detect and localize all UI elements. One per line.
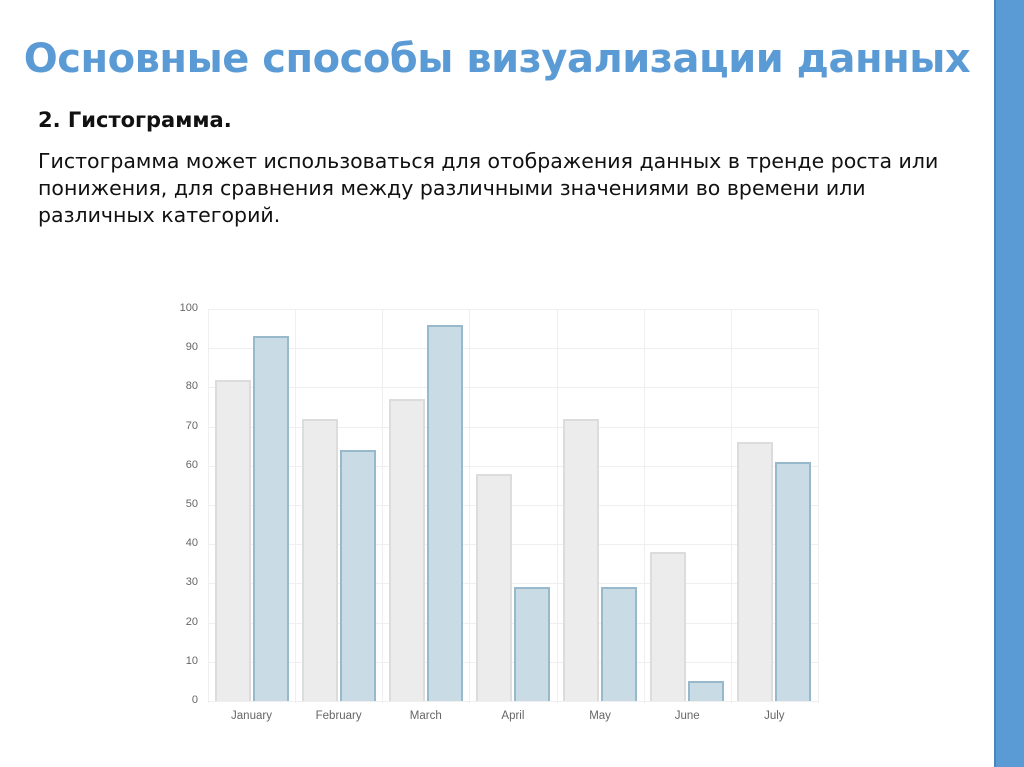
bar-march-series-1	[388, 399, 425, 701]
gridline-horizontal	[208, 426, 818, 428]
bar-march-series-2	[426, 324, 463, 701]
gridline-vertical	[208, 309, 209, 703]
gridline-horizontal	[208, 309, 818, 310]
x-axis-tick-label: July	[764, 710, 785, 722]
y-axis-tick-label: 20	[185, 615, 198, 628]
gridline-horizontal	[208, 387, 818, 389]
y-axis-tick-label: 40	[185, 537, 198, 550]
bar-january-series-1	[214, 379, 251, 701]
bar-april-series-2	[514, 587, 550, 701]
bar-july-series-1	[737, 442, 774, 701]
gridline-horizontal	[208, 661, 818, 663]
y-axis-tick-label: 0	[191, 694, 198, 706]
gridline-vertical	[295, 309, 297, 703]
gridline-horizontal	[208, 544, 818, 546]
gridline-horizontal	[208, 701, 818, 702]
bar-april-series-1	[476, 473, 512, 701]
y-axis-tick-label: 80	[185, 380, 198, 393]
x-axis-tick-label: June	[674, 710, 700, 722]
gridline-horizontal	[208, 465, 818, 467]
x-axis-tick-label: February	[315, 710, 362, 722]
y-axis-tick-label: 90	[185, 341, 198, 354]
bar-july-series-2	[775, 461, 812, 701]
y-axis-tick-label: 70	[185, 419, 198, 432]
section-heading: 2. Гистограмма.	[38, 108, 232, 132]
gridline-horizontal	[208, 348, 818, 350]
gridline-vertical	[730, 309, 732, 703]
gridline-vertical	[818, 309, 819, 703]
bar-chart: 0 10 20 30 40 50 60 70 80 90 100 January February Mar…	[160, 296, 840, 736]
bar-june-series-1	[650, 552, 687, 701]
bar-may-series-2	[601, 587, 638, 701]
bar-february-series-2	[339, 450, 376, 701]
bar-february-series-1	[301, 418, 338, 701]
x-axis-tick-label: March	[409, 710, 442, 722]
bar-may-series-1	[563, 418, 600, 701]
gridline-vertical	[556, 309, 558, 703]
x-axis-tick-label: January	[231, 710, 272, 722]
gridline-horizontal	[208, 505, 818, 506]
gridline-vertical	[382, 309, 384, 703]
bar-january-series-2	[252, 336, 289, 701]
slide-accent-bar	[994, 0, 1024, 767]
gridline-vertical	[643, 309, 645, 703]
y-axis-tick-label: 30	[185, 576, 198, 589]
y-axis-tick-label: 10	[185, 654, 198, 667]
gridline-horizontal	[208, 583, 818, 585]
y-axis-tick-label: 60	[185, 458, 198, 471]
x-axis-tick-label: April	[501, 710, 525, 722]
gridline-vertical	[469, 309, 471, 703]
x-axis-tick-label: May	[589, 710, 611, 722]
gridline-horizontal	[208, 622, 818, 624]
slide-title: Основные способы визуализации данных	[23, 36, 971, 82]
bar-june-series-2	[688, 681, 725, 701]
y-axis-tick-label: 100	[179, 302, 198, 314]
y-axis-tick-label: 50	[185, 498, 198, 510]
description-text: Гистограмма может использоваться для ото…	[38, 149, 939, 227]
